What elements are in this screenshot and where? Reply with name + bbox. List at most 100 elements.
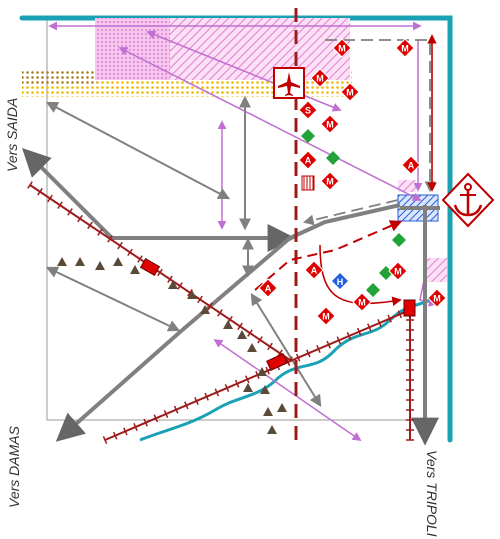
railway-tie	[57, 201, 63, 209]
marker-label-m: M	[401, 44, 409, 54]
marker-label-m: M	[338, 44, 346, 54]
road-damas	[55, 203, 401, 442]
red-marker: M	[388, 261, 408, 281]
railway-tie	[187, 288, 193, 297]
zone-pink-small	[425, 258, 447, 282]
railway-tie	[184, 401, 189, 410]
railway-tie	[367, 323, 372, 332]
railway-tie	[157, 268, 163, 277]
railway-tie	[356, 327, 362, 336]
railway-tie	[102, 436, 108, 444]
plane-icon	[273, 67, 305, 99]
railway-tie	[117, 241, 123, 250]
railway-tie	[127, 248, 133, 257]
marker-label-a: A	[265, 284, 272, 294]
railway-tie	[204, 392, 209, 401]
railway-west	[27, 181, 293, 364]
railway-tie	[346, 332, 352, 340]
marker-label-m: M	[358, 298, 366, 308]
railway-north	[406, 309, 414, 441]
red-marker: M	[427, 288, 447, 308]
railway-tie	[306, 349, 311, 358]
gray-arrow-4	[45, 266, 181, 332]
blue-marker-h: H	[332, 273, 348, 289]
railway-tie	[47, 194, 53, 203]
zone-pink-hatched	[170, 18, 350, 80]
anchor-icon	[441, 172, 495, 228]
red-marker: M	[352, 292, 372, 312]
railway-tie	[173, 405, 179, 414]
marker-label-m: M	[326, 177, 334, 187]
marker-label-m: M	[316, 74, 324, 84]
railway-tie	[336, 336, 342, 345]
railway-tie	[397, 310, 403, 319]
railway-tie	[237, 322, 243, 331]
railway-tie	[133, 423, 138, 431]
settlement-triangle	[243, 383, 253, 392]
red-marker: M	[310, 68, 330, 88]
marker-label-a: A	[408, 161, 415, 171]
marker-label-a: A	[305, 156, 312, 166]
railway-tie	[217, 309, 223, 317]
crossing-bar-3	[403, 299, 416, 317]
railway-tie	[97, 228, 103, 236]
green-marker	[326, 151, 340, 165]
railway-tie	[112, 431, 118, 440]
railway-tie	[37, 187, 43, 196]
label-vers-damas: Vers DAMAS	[6, 426, 22, 508]
railway-tie	[267, 342, 273, 351]
railway-tie	[153, 414, 159, 423]
railway-tie	[387, 314, 392, 323]
railway-tie	[163, 410, 169, 418]
settlement-triangle	[247, 343, 257, 352]
marker-label-m: M	[326, 120, 334, 130]
settlement-triangle	[257, 367, 267, 376]
red-marker: M	[320, 171, 340, 191]
settlement-triangle	[223, 320, 233, 329]
railway-tie	[377, 319, 382, 327]
railway-tie	[295, 353, 301, 362]
railway-tie	[214, 388, 220, 397]
railway-tie	[67, 208, 73, 216]
railway-tie	[255, 371, 260, 379]
crossing-bar-1	[139, 257, 161, 277]
road-saida	[22, 148, 296, 252]
red-marker: M	[316, 306, 336, 326]
barracks-icon	[301, 175, 315, 191]
railway-tie	[247, 329, 253, 337]
gray-dashed-port	[302, 199, 399, 226]
red-marker: A	[258, 278, 278, 298]
railway-tie	[167, 275, 173, 283]
purple-arrow-bottom	[213, 338, 362, 442]
green-marker	[392, 233, 406, 247]
red-marker: M	[395, 38, 415, 58]
crossing-bar-2	[266, 353, 288, 371]
settlement-triangle	[113, 257, 123, 266]
railway-tie	[123, 427, 128, 436]
railway-east	[102, 306, 413, 444]
settlement-triangle	[267, 425, 277, 434]
marker-label-a: A	[311, 266, 318, 276]
marker-label-m: M	[346, 88, 354, 98]
red-dashed-route	[254, 220, 403, 291]
settlement-triangles	[57, 257, 287, 434]
red-marker: A	[304, 260, 324, 280]
red-loop	[319, 244, 402, 306]
railway-tie	[234, 379, 240, 388]
label-vers-saida: Vers SAIDA	[4, 97, 20, 172]
railway-tie	[224, 384, 230, 392]
red-markers: M M M M S M A M A M M M A M A	[258, 38, 447, 326]
gray-arrow-5	[250, 292, 322, 408]
railway-tie	[107, 235, 113, 243]
railway-tie	[143, 418, 148, 427]
settlement-triangle	[277, 403, 287, 412]
red-marker: S	[298, 100, 318, 120]
settlement-triangle	[130, 265, 140, 274]
settlement-triangle	[260, 385, 270, 394]
settlement-triangle	[168, 280, 178, 289]
urban-band-dark	[22, 71, 97, 85]
railway-tie	[257, 336, 263, 344]
green-markers	[301, 129, 406, 297]
railway-tie	[87, 221, 93, 230]
